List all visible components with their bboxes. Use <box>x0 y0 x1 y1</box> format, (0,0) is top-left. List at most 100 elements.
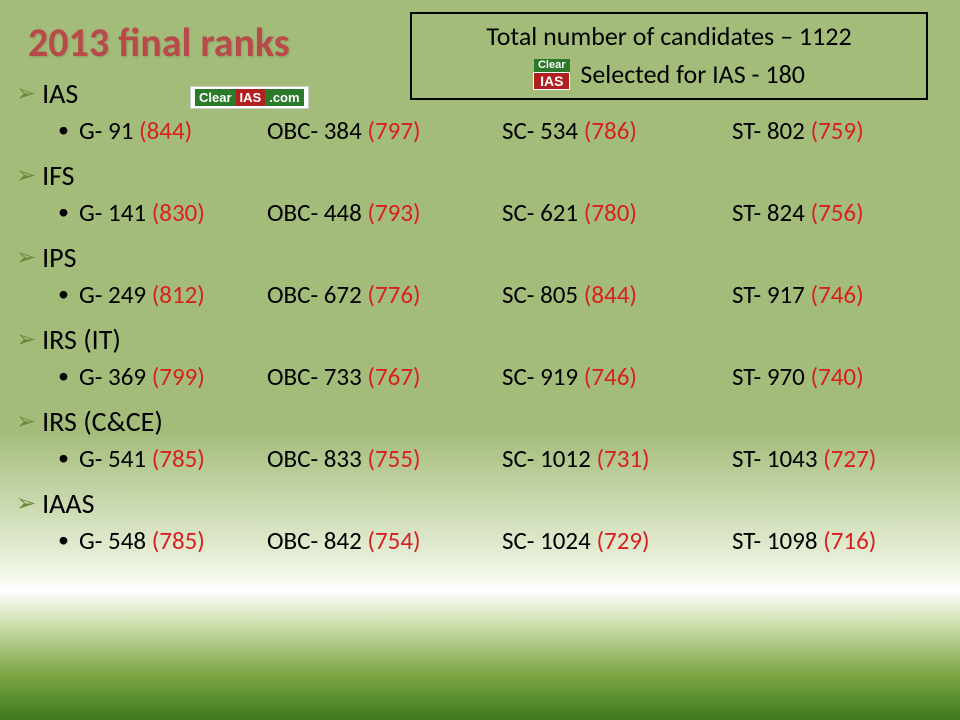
marks-value: (844) <box>584 279 637 310</box>
rank-value: G- 369 <box>79 361 152 392</box>
service-label: IPS <box>42 240 76 275</box>
marks-value: (729) <box>596 525 649 556</box>
service-name: ➢IRS (IT) <box>16 322 948 357</box>
arrow-icon: ➢ <box>16 407 36 436</box>
category-cell: OBC- 672 (776) <box>267 279 502 310</box>
category-cell: OBC- 733 (767) <box>267 361 502 392</box>
marks-value: (793) <box>367 197 420 228</box>
marks-value: (830) <box>152 197 205 228</box>
category-cell: ST- 824 (756) <box>732 197 942 228</box>
arrow-icon: ➢ <box>16 79 36 108</box>
marks-value: (755) <box>367 443 420 474</box>
data-row: •G- 548 (785)OBC- 842 (754)SC- 1024 (729… <box>58 525 948 556</box>
data-row: •G- 369 (799)OBC- 733 (767)SC- 919 (746)… <box>58 361 948 392</box>
rank-value: G- 541 <box>79 443 152 474</box>
total-candidates: Total number of candidates – 1122 <box>412 20 926 52</box>
rank-value: ST- 970 <box>732 361 811 392</box>
arrow-icon: ➢ <box>16 243 36 272</box>
service-label: IRS (C&CE) <box>42 404 163 439</box>
marks-value: (716) <box>823 525 876 556</box>
category-cell: ST- 802 (759) <box>732 115 942 146</box>
bullet-icon: • <box>58 197 69 228</box>
marks-value: (727) <box>823 443 876 474</box>
category-cell: G- 249 (812) <box>79 279 267 310</box>
marks-value: (780) <box>584 197 637 228</box>
marks-value: (767) <box>367 361 420 392</box>
rank-value: ST- 1043 <box>732 443 823 474</box>
service-label: IFS <box>42 158 74 193</box>
rank-value: G- 91 <box>79 115 139 146</box>
bullet-icon: • <box>58 525 69 556</box>
rank-value: OBC- 448 <box>267 197 367 228</box>
arrow-icon: ➢ <box>16 489 36 518</box>
rank-value: SC- 1012 <box>502 443 596 474</box>
marks-value: (785) <box>152 443 205 474</box>
category-cell: ST- 970 (740) <box>732 361 942 392</box>
category-cell: ST- 917 (746) <box>732 279 942 310</box>
category-cell: OBC- 833 (755) <box>267 443 502 474</box>
bullet-icon: • <box>58 115 69 146</box>
category-cell: G- 91 (844) <box>79 115 267 146</box>
marks-value: (754) <box>367 525 420 556</box>
rank-value: OBC- 842 <box>267 525 367 556</box>
service-block: ➢IAAS•G- 548 (785)OBC- 842 (754)SC- 1024… <box>12 486 948 556</box>
arrow-icon: ➢ <box>16 325 36 354</box>
service-label: IAS <box>42 76 78 111</box>
service-name: ➢IPS <box>16 240 948 275</box>
rank-value: ST- 917 <box>732 279 811 310</box>
marks-value: (746) <box>810 279 863 310</box>
marks-value: (785) <box>152 525 205 556</box>
category-cell: SC- 919 (746) <box>502 361 732 392</box>
marks-value: (746) <box>584 361 637 392</box>
service-block: ➢IFS•G- 141 (830)OBC- 448 (793)SC- 621 (… <box>12 158 948 228</box>
service-label: IAAS <box>42 486 94 521</box>
marks-value: (731) <box>596 443 649 474</box>
marks-value: (776) <box>367 279 420 310</box>
page-title: 2013 final ranks <box>28 18 290 67</box>
rank-value: ST- 824 <box>732 197 811 228</box>
category-cell: OBC- 448 (793) <box>267 197 502 228</box>
category-cell: SC- 1012 (731) <box>502 443 732 474</box>
service-name: ➢IFS <box>16 158 948 193</box>
service-name: ➢IAAS <box>16 486 948 521</box>
category-cell: OBC- 384 (797) <box>267 115 502 146</box>
data-row: •G- 91 (844)OBC- 384 (797)SC- 534 (786)S… <box>58 115 948 146</box>
data-row: •G- 541 (785)OBC- 833 (755)SC- 1012 (731… <box>58 443 948 474</box>
service-block: ➢IRS (IT)•G- 369 (799)OBC- 733 (767)SC- … <box>12 322 948 392</box>
rank-value: SC- 805 <box>502 279 584 310</box>
marks-value: (799) <box>152 361 205 392</box>
ranks-list: ➢IAS•G- 91 (844)OBC- 384 (797)SC- 534 (7… <box>12 76 948 568</box>
category-cell: SC- 534 (786) <box>502 115 732 146</box>
rank-value: SC- 1024 <box>502 525 596 556</box>
rank-value: ST- 1098 <box>732 525 823 556</box>
category-cell: G- 369 (799) <box>79 361 267 392</box>
service-block: ➢IPS•G- 249 (812)OBC- 672 (776)SC- 805 (… <box>12 240 948 310</box>
category-cell: SC- 1024 (729) <box>502 525 732 556</box>
data-row: •G- 141 (830)OBC- 448 (793)SC- 621 (780)… <box>58 197 948 228</box>
service-name: ➢IRS (C&CE) <box>16 404 948 439</box>
rank-value: G- 548 <box>79 525 152 556</box>
category-cell: OBC- 842 (754) <box>267 525 502 556</box>
marks-value: (797) <box>367 115 420 146</box>
marks-value: (786) <box>584 115 637 146</box>
marks-value: (756) <box>810 197 863 228</box>
bullet-icon: • <box>58 279 69 310</box>
marks-value: (740) <box>810 361 863 392</box>
rank-value: SC- 919 <box>502 361 584 392</box>
category-cell: SC- 621 (780) <box>502 197 732 228</box>
rank-value: G- 141 <box>79 197 152 228</box>
rank-value: OBC- 384 <box>267 115 367 146</box>
marks-value: (844) <box>139 115 192 146</box>
rank-value: OBC- 733 <box>267 361 367 392</box>
category-cell: G- 541 (785) <box>79 443 267 474</box>
bullet-icon: • <box>58 443 69 474</box>
category-cell: G- 548 (785) <box>79 525 267 556</box>
rank-value: OBC- 672 <box>267 279 367 310</box>
rank-value: SC- 621 <box>502 197 584 228</box>
service-label: IRS (IT) <box>42 322 121 357</box>
marks-value: (812) <box>152 279 205 310</box>
rank-value: OBC- 833 <box>267 443 367 474</box>
bullet-icon: • <box>58 361 69 392</box>
rank-value: SC- 534 <box>502 115 584 146</box>
service-name: ➢IAS <box>16 76 948 111</box>
